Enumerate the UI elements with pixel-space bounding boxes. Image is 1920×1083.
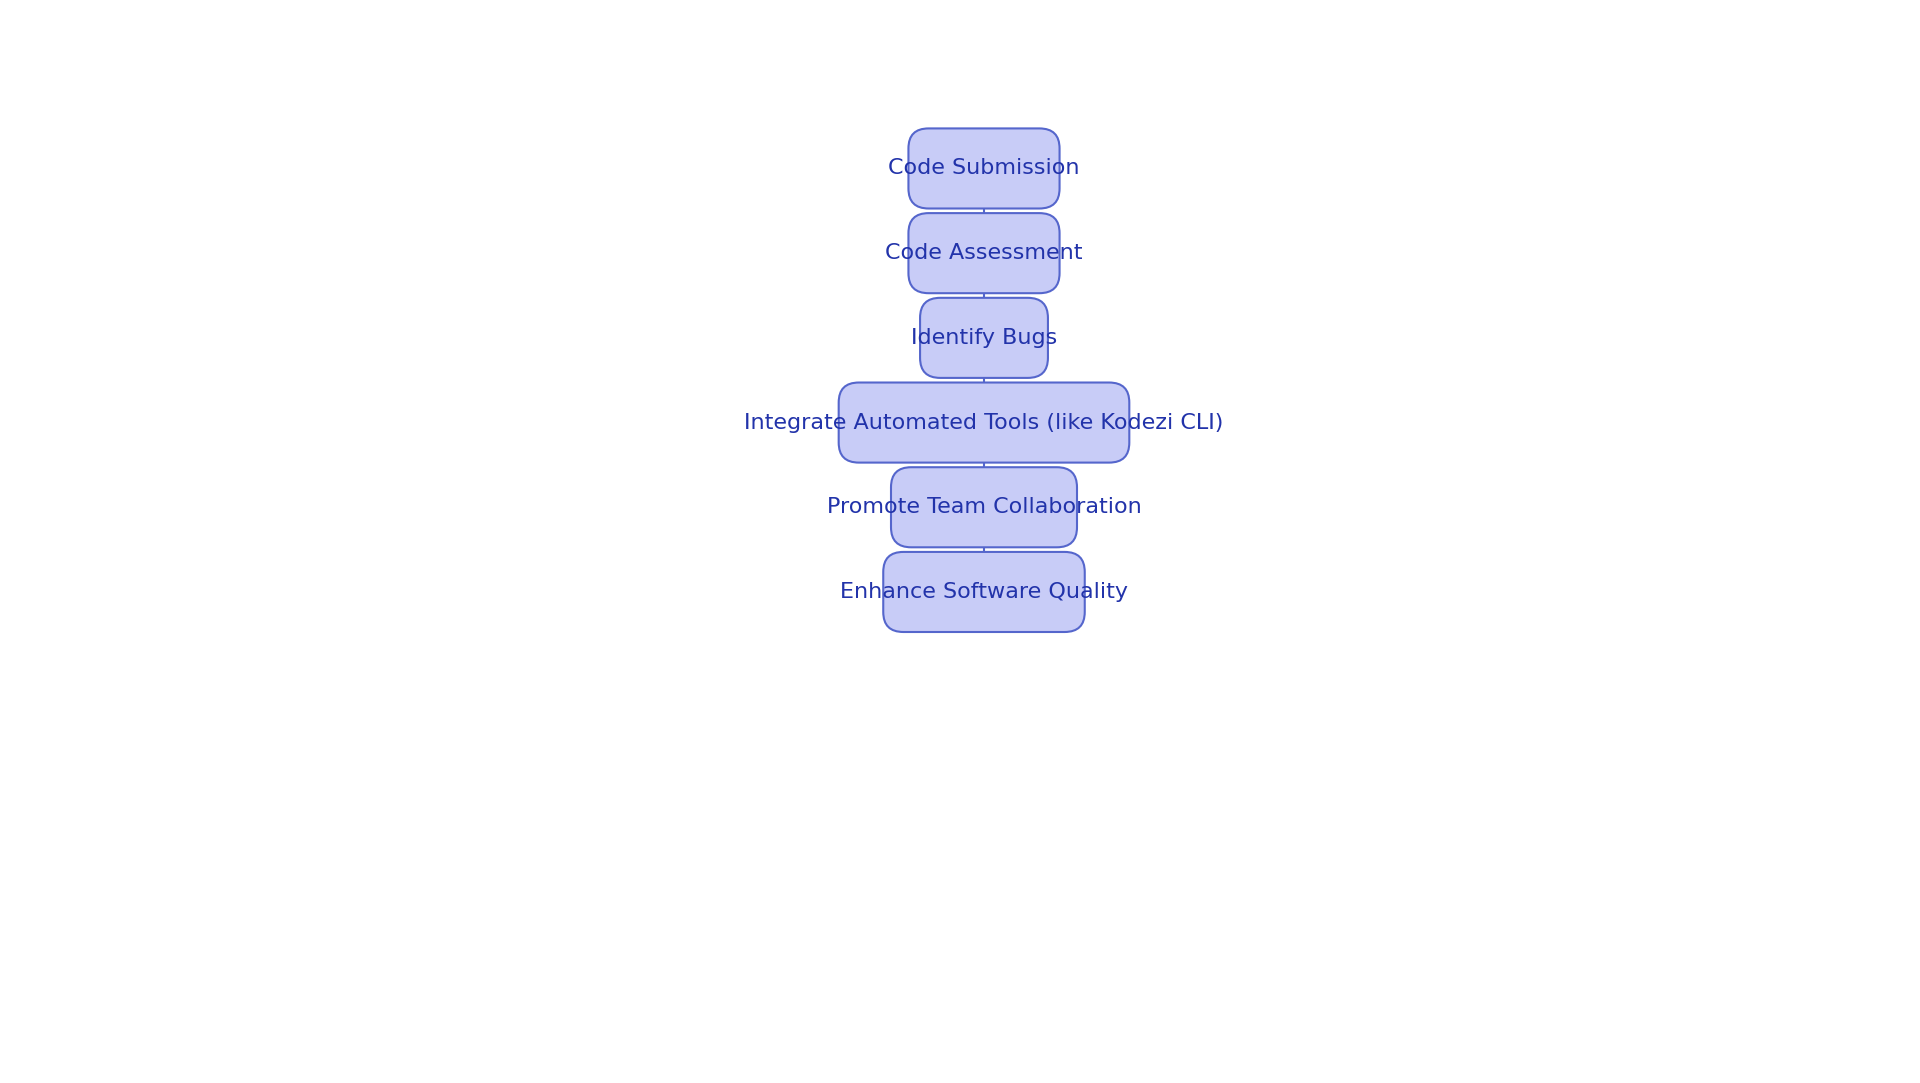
Text: Code Assessment: Code Assessment <box>885 244 1083 263</box>
Text: Identify Bugs: Identify Bugs <box>910 328 1058 348</box>
FancyBboxPatch shape <box>908 213 1060 293</box>
FancyBboxPatch shape <box>883 552 1085 632</box>
FancyBboxPatch shape <box>891 467 1077 547</box>
FancyBboxPatch shape <box>908 129 1060 209</box>
Text: Promote Team Collaboration: Promote Team Collaboration <box>828 497 1140 518</box>
Text: Enhance Software Quality: Enhance Software Quality <box>841 582 1129 602</box>
Text: Code Submission: Code Submission <box>889 158 1079 179</box>
FancyBboxPatch shape <box>839 382 1129 462</box>
Text: Integrate Automated Tools (like Kodezi CLI): Integrate Automated Tools (like Kodezi C… <box>745 413 1223 432</box>
FancyBboxPatch shape <box>920 298 1048 378</box>
